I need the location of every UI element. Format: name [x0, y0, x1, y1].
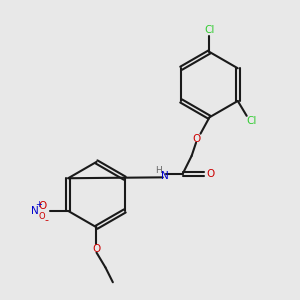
Text: N: N — [161, 171, 169, 181]
Text: H: H — [155, 166, 161, 175]
Text: O: O — [38, 201, 46, 211]
Text: O: O — [192, 134, 200, 144]
Text: +: + — [35, 200, 42, 209]
Text: N: N — [31, 206, 39, 216]
Text: Cl: Cl — [246, 116, 256, 126]
Text: O: O — [39, 212, 45, 221]
Text: O: O — [92, 244, 101, 254]
Text: -: - — [45, 215, 49, 225]
Text: Cl: Cl — [204, 25, 214, 34]
Text: O: O — [206, 169, 214, 179]
